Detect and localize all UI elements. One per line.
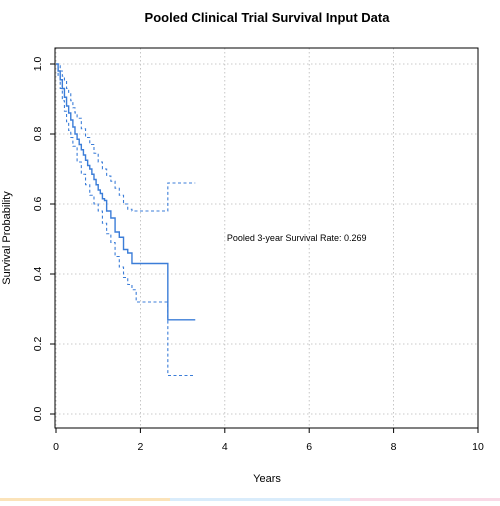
- x-tick-label: 6: [306, 441, 312, 453]
- chart-title: Pooled Clinical Trial Survival Input Dat…: [145, 10, 391, 25]
- x-tick-label: 2: [137, 441, 143, 453]
- y-axis-label: Survival Probability: [1, 191, 13, 285]
- survival-rate-annotation: Pooled 3-year Survival Rate: 0.269: [227, 233, 367, 243]
- y-tick-label: 0.0: [32, 407, 44, 422]
- survival-chart: Pooled Clinical Trial Survival Input Dat…: [1, 10, 484, 485]
- x-axis-label: Years: [253, 473, 281, 485]
- plot-frame: [54, 47, 479, 429]
- x-tick-label: 8: [391, 441, 397, 453]
- y-tick-label: 0.8: [32, 127, 44, 142]
- x-tick-label: 10: [472, 441, 484, 453]
- y-axis: 0.0 0.2 0.4 0.6 0.8 1.0: [32, 57, 55, 422]
- y-tick-label: 0.4: [32, 267, 44, 282]
- series-group: [56, 63, 196, 377]
- x-tick-label: 4: [222, 441, 228, 453]
- y-tick-label: 1.0: [32, 57, 44, 72]
- lower-confidence-bound: [56, 63, 196, 377]
- y-tick-label: 0.2: [32, 337, 44, 352]
- upper-confidence-bound: [56, 63, 196, 212]
- y-tick-label: 0.6: [32, 197, 44, 212]
- x-axis: 0 2 4 6 8 10: [53, 428, 484, 453]
- survival-curve: [56, 63, 196, 321]
- x-tick-label: 0: [53, 441, 59, 453]
